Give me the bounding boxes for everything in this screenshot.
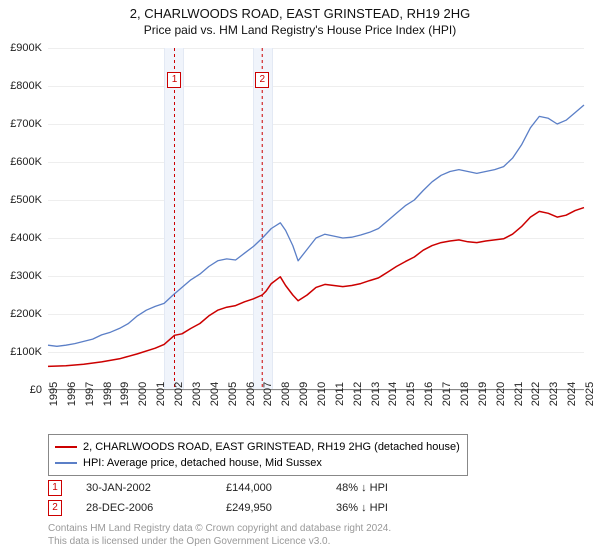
title-line1: 2, CHARLWOODS ROAD, EAST GRINSTEAD, RH19… xyxy=(0,6,600,21)
y-axis-label: £100K xyxy=(10,346,42,358)
x-axis-label: 2002 xyxy=(173,382,185,406)
footer-line2: This data is licensed under the Open Gov… xyxy=(48,535,391,548)
legend-item-hpi: HPI: Average price, detached house, Mid … xyxy=(55,455,461,471)
x-axis-label: 2015 xyxy=(405,382,417,406)
sale-pct: 48% ↓ HPI xyxy=(336,482,446,494)
x-axis-label: 2001 xyxy=(155,382,167,406)
x-axis-label: 2023 xyxy=(548,382,560,406)
sale-marker-box: 2 xyxy=(255,72,269,88)
legend-label-property: 2, CHARLWOODS ROAD, EAST GRINSTEAD, RH19… xyxy=(83,439,460,455)
sale-pct: 36% ↓ HPI xyxy=(336,502,446,514)
x-axis-label: 1996 xyxy=(66,382,78,406)
footer-line1: Contains HM Land Registry data © Crown c… xyxy=(48,522,391,535)
x-axis-label: 2024 xyxy=(566,382,578,406)
y-axis-label: £600K xyxy=(10,156,42,168)
x-axis-label: 1999 xyxy=(119,382,131,406)
sales-table: 1 30-JAN-2002 £144,000 48% ↓ HPI 2 28-DE… xyxy=(48,478,446,518)
y-axis-label: £700K xyxy=(10,118,42,130)
x-axis-label: 2004 xyxy=(209,382,221,406)
footer-attribution: Contains HM Land Registry data © Crown c… xyxy=(48,522,391,548)
y-axis-label: £900K xyxy=(10,42,42,54)
x-axis-label: 2017 xyxy=(441,382,453,406)
x-axis-label: 2011 xyxy=(334,382,346,406)
y-axis-label: £400K xyxy=(10,232,42,244)
sale-marker-1: 1 xyxy=(48,480,62,496)
x-axis-label: 2019 xyxy=(477,382,489,406)
y-axis-label: £0 xyxy=(30,384,42,396)
series-property xyxy=(48,208,584,367)
x-axis-label: 2008 xyxy=(280,382,292,406)
sale-marker-2: 2 xyxy=(48,500,62,516)
plot-area: £0£100K£200K£300K£400K£500K£600K£700K£80… xyxy=(48,48,584,390)
x-axis-label: 2012 xyxy=(352,382,364,406)
x-axis-label: 2000 xyxy=(137,382,149,406)
x-axis-label: 2006 xyxy=(245,382,257,406)
x-axis-label: 2013 xyxy=(370,382,382,406)
title-line2: Price paid vs. HM Land Registry's House … xyxy=(0,23,600,37)
x-axis-label: 2009 xyxy=(298,382,310,406)
sale-marker-box: 1 xyxy=(167,72,181,88)
y-axis-label: £500K xyxy=(10,194,42,206)
line-series-svg xyxy=(48,48,584,390)
legend-item-property: 2, CHARLWOODS ROAD, EAST GRINSTEAD, RH19… xyxy=(55,439,461,455)
x-axis-label: 2014 xyxy=(387,382,399,406)
x-axis-label: 1997 xyxy=(84,382,96,406)
x-axis-label: 2022 xyxy=(530,382,542,406)
x-axis-label: 2020 xyxy=(495,382,507,406)
legend-swatch-hpi xyxy=(55,462,77,464)
sale-price: £144,000 xyxy=(226,482,336,494)
x-axis-label: 1998 xyxy=(102,382,114,406)
legend: 2, CHARLWOODS ROAD, EAST GRINSTEAD, RH19… xyxy=(48,434,468,476)
table-row: 2 28-DEC-2006 £249,950 36% ↓ HPI xyxy=(48,498,446,518)
series-hpi xyxy=(48,105,584,346)
x-axis-label: 2021 xyxy=(513,382,525,406)
sale-date: 30-JAN-2002 xyxy=(86,482,226,494)
title-block: 2, CHARLWOODS ROAD, EAST GRINSTEAD, RH19… xyxy=(0,0,600,37)
x-axis-label: 2010 xyxy=(316,382,328,406)
y-axis-label: £300K xyxy=(10,270,42,282)
legend-label-hpi: HPI: Average price, detached house, Mid … xyxy=(83,455,322,471)
x-axis-label: 2003 xyxy=(191,382,203,406)
sale-date: 28-DEC-2006 xyxy=(86,502,226,514)
y-axis-label: £200K xyxy=(10,308,42,320)
x-axis-label: 2025 xyxy=(584,382,596,406)
x-axis-label: 2018 xyxy=(459,382,471,406)
x-axis-label: 2016 xyxy=(423,382,435,406)
chart-container: 2, CHARLWOODS ROAD, EAST GRINSTEAD, RH19… xyxy=(0,0,600,560)
x-axis-label: 2007 xyxy=(262,382,274,406)
table-row: 1 30-JAN-2002 £144,000 48% ↓ HPI xyxy=(48,478,446,498)
legend-swatch-property xyxy=(55,446,77,448)
y-axis-label: £800K xyxy=(10,80,42,92)
x-axis-label: 2005 xyxy=(227,382,239,406)
x-axis-label: 1995 xyxy=(48,382,60,406)
sale-price: £249,950 xyxy=(226,502,336,514)
